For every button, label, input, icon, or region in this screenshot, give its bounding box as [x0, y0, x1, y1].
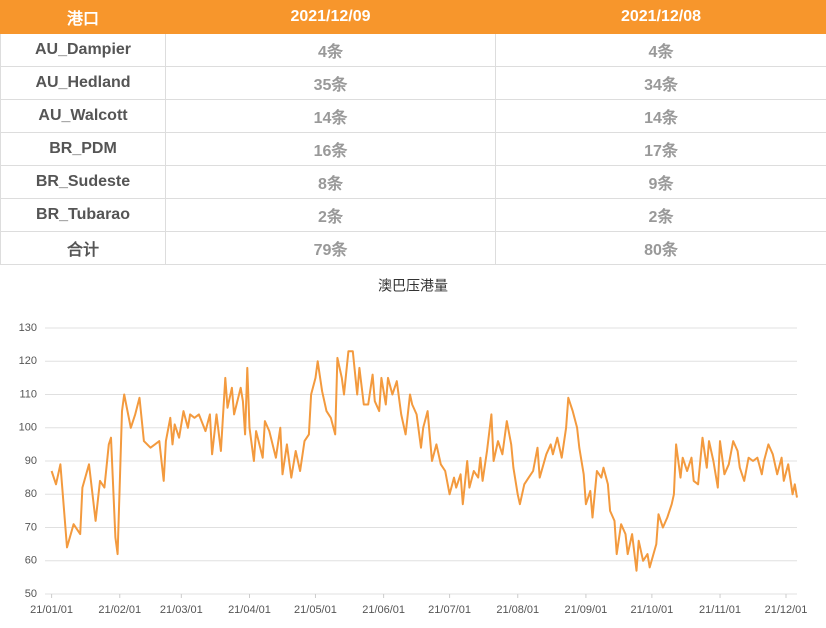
table-row: 合计 79条 80条 [0, 231, 826, 265]
x-tick-label: 21/08/01 [496, 604, 539, 616]
ship-count: 80条 [495, 231, 826, 265]
table-row: AU_Dampier 4条 4条 [0, 33, 826, 67]
ship-count: 9条 [495, 165, 826, 199]
ship-count: 14条 [495, 99, 826, 133]
x-tick-label: 21/06/01 [362, 604, 405, 616]
chart: 澳巴压港量 50 60 70 80 90 100 110 120 130 21/01/01 21/0… [19, 278, 808, 616]
data-line [50, 350, 798, 572]
port-name: 合计 [0, 231, 166, 265]
x-tick-label: 21/12/01 [765, 604, 808, 616]
table-body: AU_Dampier 4条 4条 AU_Hedland 35条 34条 AU_Walcott… [0, 33, 826, 265]
x-tick-label: 21/07/01 [428, 604, 471, 616]
header-cell: 2021/12/08 [495, 0, 826, 34]
table-row: BR_PDM 16条 17条 [0, 132, 826, 166]
port-table: 港口 2021/12/09 2021/12/08 AU_Dampier 4条 4条 AU_… [0, 0, 826, 265]
x-tick-label: 21/10/01 [630, 604, 673, 616]
x-tick-label: 21/09/01 [564, 604, 607, 616]
y-tick-label: 110 [19, 388, 37, 400]
port-name: AU_Dampier [0, 33, 166, 67]
ship-count: 16条 [165, 132, 496, 166]
x-tick-label: 21/11/01 [699, 604, 741, 616]
ship-count: 14条 [165, 99, 496, 133]
ship-count: 79条 [165, 231, 496, 265]
table-header: 港口 2021/12/09 2021/12/08 [0, 0, 826, 34]
ship-count: 4条 [495, 33, 826, 67]
port-name: BR_PDM [0, 132, 166, 166]
y-tick-label: 100 [19, 422, 37, 434]
y-tick-label: 70 [25, 521, 37, 533]
y-tick-label: 50 [25, 588, 37, 600]
ship-count: 35条 [165, 66, 496, 100]
x-tick-label: 21/04/01 [228, 604, 271, 616]
port-name: AU_Walcott [0, 99, 166, 133]
ship-count: 2条 [165, 198, 496, 232]
port-name: BR_Sudeste [0, 165, 166, 199]
header-cell: 港口 [0, 0, 166, 34]
port-name: BR_Tubarao [0, 198, 166, 232]
x-tick-label: 21/01/01 [30, 604, 73, 616]
ship-count: 17条 [495, 132, 826, 166]
x-tick-label: 21/03/01 [160, 604, 203, 616]
ship-count: 34条 [495, 66, 826, 100]
chart-title: 澳巴压港量 [378, 278, 448, 294]
x-tick-label: 21/05/01 [294, 604, 337, 616]
ship-count: 4条 [165, 33, 496, 67]
y-tick-label: 90 [25, 455, 37, 467]
y-tick-label: 60 [25, 555, 37, 567]
table-row: AU_Hedland 35条 34条 [0, 66, 826, 100]
table-row: AU_Walcott 14条 14条 [0, 99, 826, 133]
table-row: BR_Tubarao 2条 2条 [0, 198, 826, 232]
y-tick-label: 130 [19, 322, 37, 334]
y-tick-label: 120 [19, 355, 37, 367]
header-cell: 2021/12/09 [165, 0, 496, 34]
table-row: BR_Sudeste 8条 9条 [0, 165, 826, 199]
y-tick-label: 80 [25, 488, 37, 500]
ship-count: 2条 [495, 198, 826, 232]
port-name: AU_Hedland [0, 66, 166, 100]
x-tick-label: 21/02/01 [98, 604, 141, 616]
ship-count: 8条 [165, 165, 496, 199]
